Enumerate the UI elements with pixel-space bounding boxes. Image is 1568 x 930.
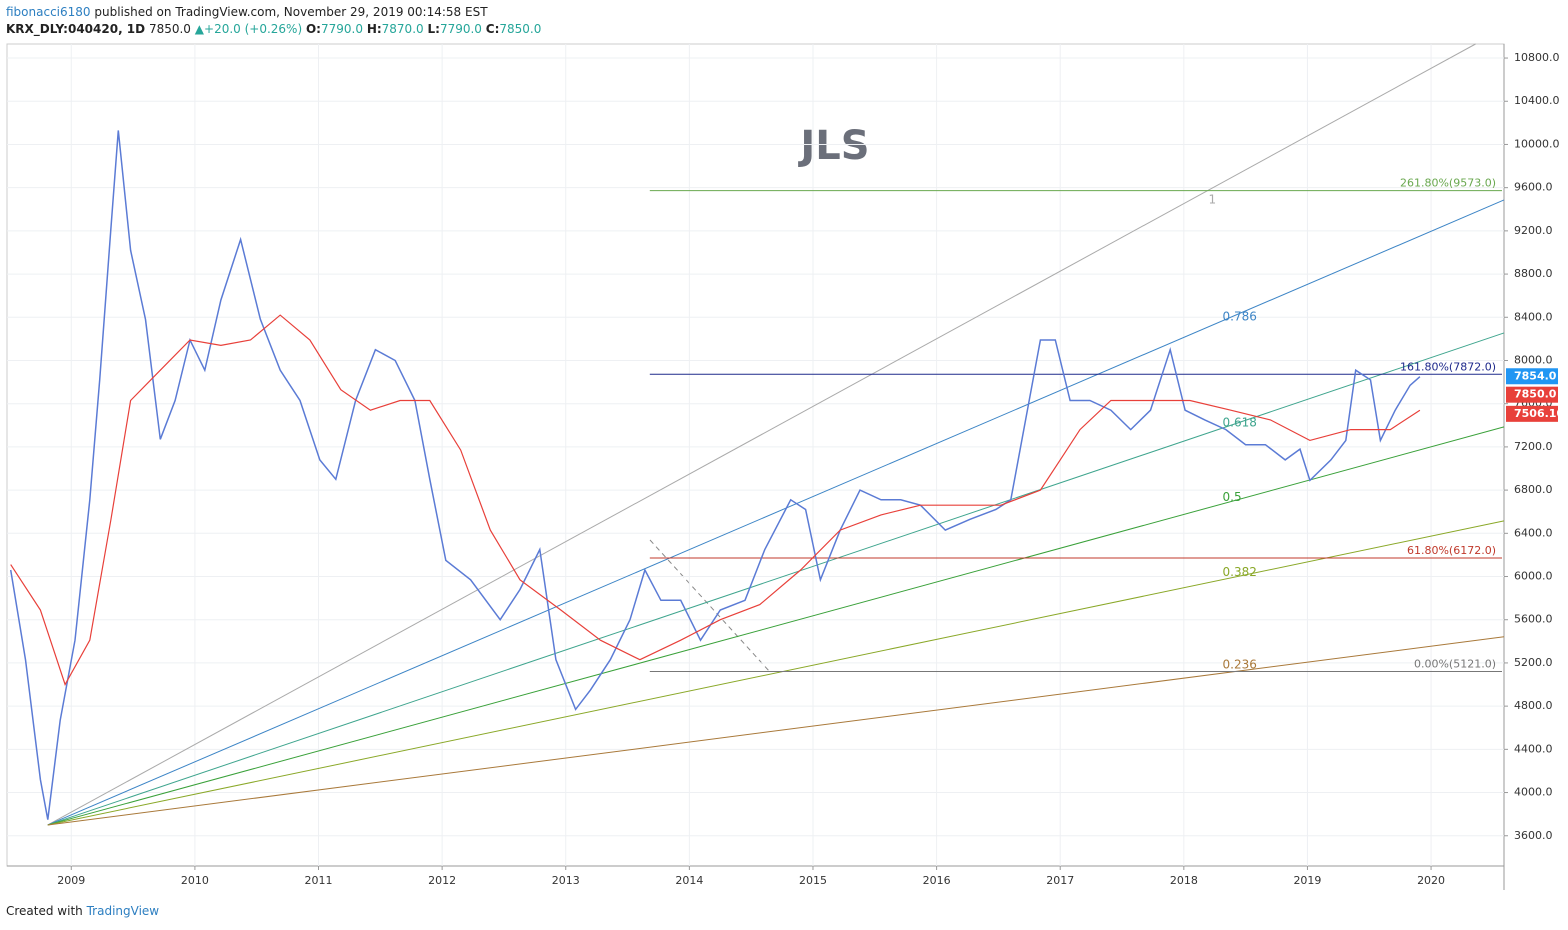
pattern-line (649, 539, 771, 673)
fan-label: 0.786 (1223, 309, 1257, 323)
y-tick-label: 4000.0 (1514, 786, 1553, 799)
published: published on TradingView.com, November 2… (94, 5, 488, 19)
y-tick-label: 8800.0 (1514, 267, 1553, 280)
y-tick-label: 4400.0 (1514, 742, 1553, 755)
y-tick-label: 6400.0 (1514, 526, 1553, 539)
y-tick-label: 8400.0 (1514, 310, 1553, 323)
arrow: ▲ (194, 22, 205, 36)
ohlc-key: O: (305, 22, 321, 36)
footer: Created with TradingView (6, 904, 159, 918)
y-tick-label: 5600.0 (1514, 613, 1553, 626)
y-tick-label: 8000.0 (1514, 353, 1553, 366)
publish-line: fibonacci6180 published on TradingView.c… (6, 4, 541, 21)
price-line (9, 130, 1421, 820)
brand[interactable]: TradingView (86, 904, 160, 918)
price-tag (1506, 386, 1558, 403)
ohlc-value: 7790.0 (320, 22, 363, 36)
fan-label: 0.618 (1223, 415, 1257, 429)
watermark: JLS (797, 123, 869, 169)
y-tick-label: 7200.0 (1514, 440, 1553, 453)
ohlc-key: L: (427, 22, 440, 36)
last: 7850.0 (148, 22, 191, 36)
y-tick-label: 9600.0 (1514, 181, 1553, 194)
ohlc: O:7790.0 H:7870.0 L:7790.0 C:7850.0 (306, 22, 541, 36)
x-tick-label: 2019 (1293, 874, 1321, 887)
x-tick-label: 2017 (1046, 874, 1074, 887)
y-tick-label: 3600.0 (1514, 829, 1553, 842)
x-tick-label: 2009 (57, 874, 85, 887)
y-tick-label: 10000.0 (1514, 137, 1560, 150)
y-tick-label: 10800.0 (1514, 51, 1560, 64)
fib-label: 0.00%(5121.0) (1414, 657, 1496, 670)
y-tick-label: 10400.0 (1514, 94, 1560, 107)
x-tick-label: 2010 (181, 874, 209, 887)
x-tick-label: 2011 (305, 874, 333, 887)
ohlc-value: 7870.0 (381, 22, 424, 36)
ohlc-key: H: (366, 22, 382, 36)
ohlc-value: 7790.0 (439, 22, 482, 36)
x-tick-label: 2016 (923, 874, 951, 887)
x-tick-label: 2012 (428, 874, 456, 887)
fan-label: 0.5 (1223, 490, 1242, 504)
y-tick-label: 6000.0 (1514, 570, 1553, 583)
change: +20.0 (+0.26%) (204, 22, 303, 36)
price-tag-label: 7850.0 (1514, 388, 1557, 401)
x-tick-label: 2020 (1417, 874, 1445, 887)
fib-label: 61.80%(6172.0) (1407, 544, 1496, 557)
price-tag (1506, 405, 1558, 422)
y-tick-label: 4800.0 (1514, 699, 1553, 712)
fan-label: 0.382 (1223, 565, 1257, 579)
y-tick-label: 9200.0 (1514, 224, 1553, 237)
y-tick-label: 5200.0 (1514, 656, 1553, 669)
author[interactable]: fibonacci6180 (6, 5, 91, 19)
fib-label: 261.80%(9573.0) (1400, 177, 1496, 190)
x-tick-label: 2014 (675, 874, 703, 887)
fan-line (47, 426, 1505, 826)
price-line (10, 314, 1421, 686)
y-tick-label: 6800.0 (1514, 483, 1553, 496)
ohlc-key: C: (485, 22, 500, 36)
symbol-line: KRX_DLY:040420, 1D 7850.0 ▲+20.0 (+0.26%… (6, 21, 541, 38)
price-tag (1506, 368, 1558, 385)
price-tag-label: 7506.10 (1514, 407, 1564, 420)
x-tick-label: 2018 (1170, 874, 1198, 887)
price-tag-label: 7854.0 (1514, 369, 1557, 382)
fan-label: 1 (1209, 193, 1217, 207)
fan-line (47, 43, 1476, 826)
ohlc-value: 7850.0 (499, 22, 542, 36)
fan-line (47, 636, 1505, 826)
header: fibonacci6180 published on TradingView.c… (6, 4, 541, 38)
x-tick-label: 2013 (552, 874, 580, 887)
fan-line (47, 520, 1505, 826)
fib-label: 161.80%(7872.0) (1400, 360, 1496, 373)
fan-label: 0.236 (1223, 657, 1257, 671)
created: Created with (6, 904, 83, 918)
fan-line (47, 199, 1505, 826)
fan-line (47, 332, 1505, 826)
x-tick-label: 2015 (799, 874, 827, 887)
symbol: KRX_DLY:040420, 1D (6, 22, 146, 36)
